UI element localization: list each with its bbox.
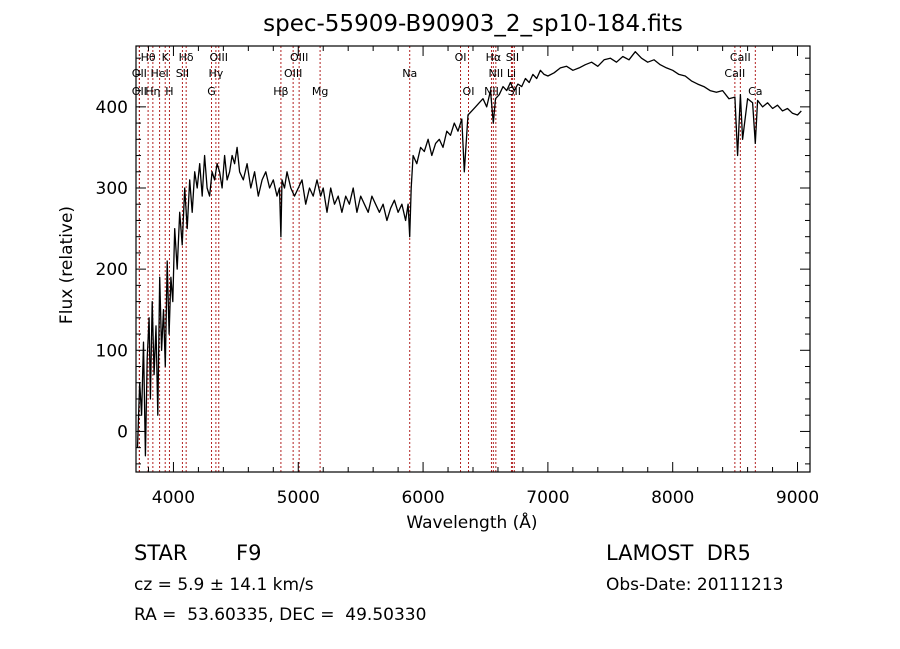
spectral-line-label: OI <box>455 51 467 64</box>
spectral-line-label: NII <box>488 67 503 80</box>
spectral-line-label: Na <box>402 67 417 80</box>
spectral-line-label: HeI <box>150 67 168 80</box>
y-tick-label: 100 <box>96 341 128 361</box>
spectrum-series-line <box>136 51 802 457</box>
spectral-line-label: Hθ <box>141 51 156 64</box>
x-tick-label: 5000 <box>277 488 320 508</box>
spectral-line-label: Li <box>507 67 516 80</box>
spectral-line-label: Hδ <box>179 51 194 64</box>
spectral-line-label: K <box>162 51 170 64</box>
survey-label: LAMOST DR5 <box>606 541 751 565</box>
object-class-label: STAR <box>134 541 187 565</box>
x-tick-label: 9000 <box>776 488 819 508</box>
x-tick-label: 7000 <box>526 488 569 508</box>
spectral-line-label: Hβ <box>273 85 288 98</box>
y-tick-label: 0 <box>117 422 128 442</box>
redshift-text: cz = 5.9 ± 14.1 km/s <box>134 575 314 595</box>
coordinates-text: RA = 53.60335, DEC = 49.50330 <box>134 605 426 625</box>
chart-title: spec-55909-B90903_2_sp10-184.fits <box>263 11 683 37</box>
spectral-line-label: Hα <box>486 51 502 64</box>
spectral-line-label: OIII <box>290 51 308 64</box>
x-axis-label: Wavelength (Å) <box>406 511 537 533</box>
spectral-line-label: CaII <box>724 67 745 80</box>
spectral-line-label: Hη <box>145 85 160 98</box>
x-tick-label: 6000 <box>401 488 444 508</box>
y-tick-label: 400 <box>96 98 128 118</box>
spectral-line-label: Hγ <box>208 67 223 80</box>
spectral-line-markers <box>138 46 756 472</box>
y-tick-label: 300 <box>96 179 128 199</box>
obs-date-text: Obs-Date: 20111213 <box>606 575 783 595</box>
spectral-line-label: OII <box>132 67 147 80</box>
x-axis-ticks: 4000 5000 6000 7000 8000 9000 <box>147 46 819 508</box>
x-tick-label: 4000 <box>152 488 195 508</box>
x-tick-label: 8000 <box>651 488 694 508</box>
object-subclass-label: F9 <box>236 541 261 565</box>
spectral-line-label: H <box>165 85 173 98</box>
spectral-line-label: SII <box>508 85 521 98</box>
spectral-line-label: Ca <box>748 85 762 98</box>
y-axis-label: Flux (relative) <box>57 206 77 324</box>
spectral-line-labels: Hθ K Hδ OIII OIII OI Hα SII CaII OII HeI SII Hγ OIII N… <box>132 51 763 98</box>
spectral-line-label: OI <box>463 85 475 98</box>
y-tick-label: 200 <box>96 260 128 280</box>
y-axis-ticks: 0 100 200 300 400 <box>96 57 810 465</box>
spectral-line-label: OIII <box>284 67 302 80</box>
spectrum-layer <box>136 51 802 457</box>
spectral-line-label: SII <box>506 51 519 64</box>
spectral-line-label: G <box>207 85 216 98</box>
spectral-line-label: SII <box>176 67 189 80</box>
spectral-line-label: NII <box>484 85 499 98</box>
spectral-line-label: OIII <box>210 51 228 64</box>
spectral-line-label: CaII <box>730 51 751 64</box>
spectral-line-label: Mg <box>312 85 328 98</box>
